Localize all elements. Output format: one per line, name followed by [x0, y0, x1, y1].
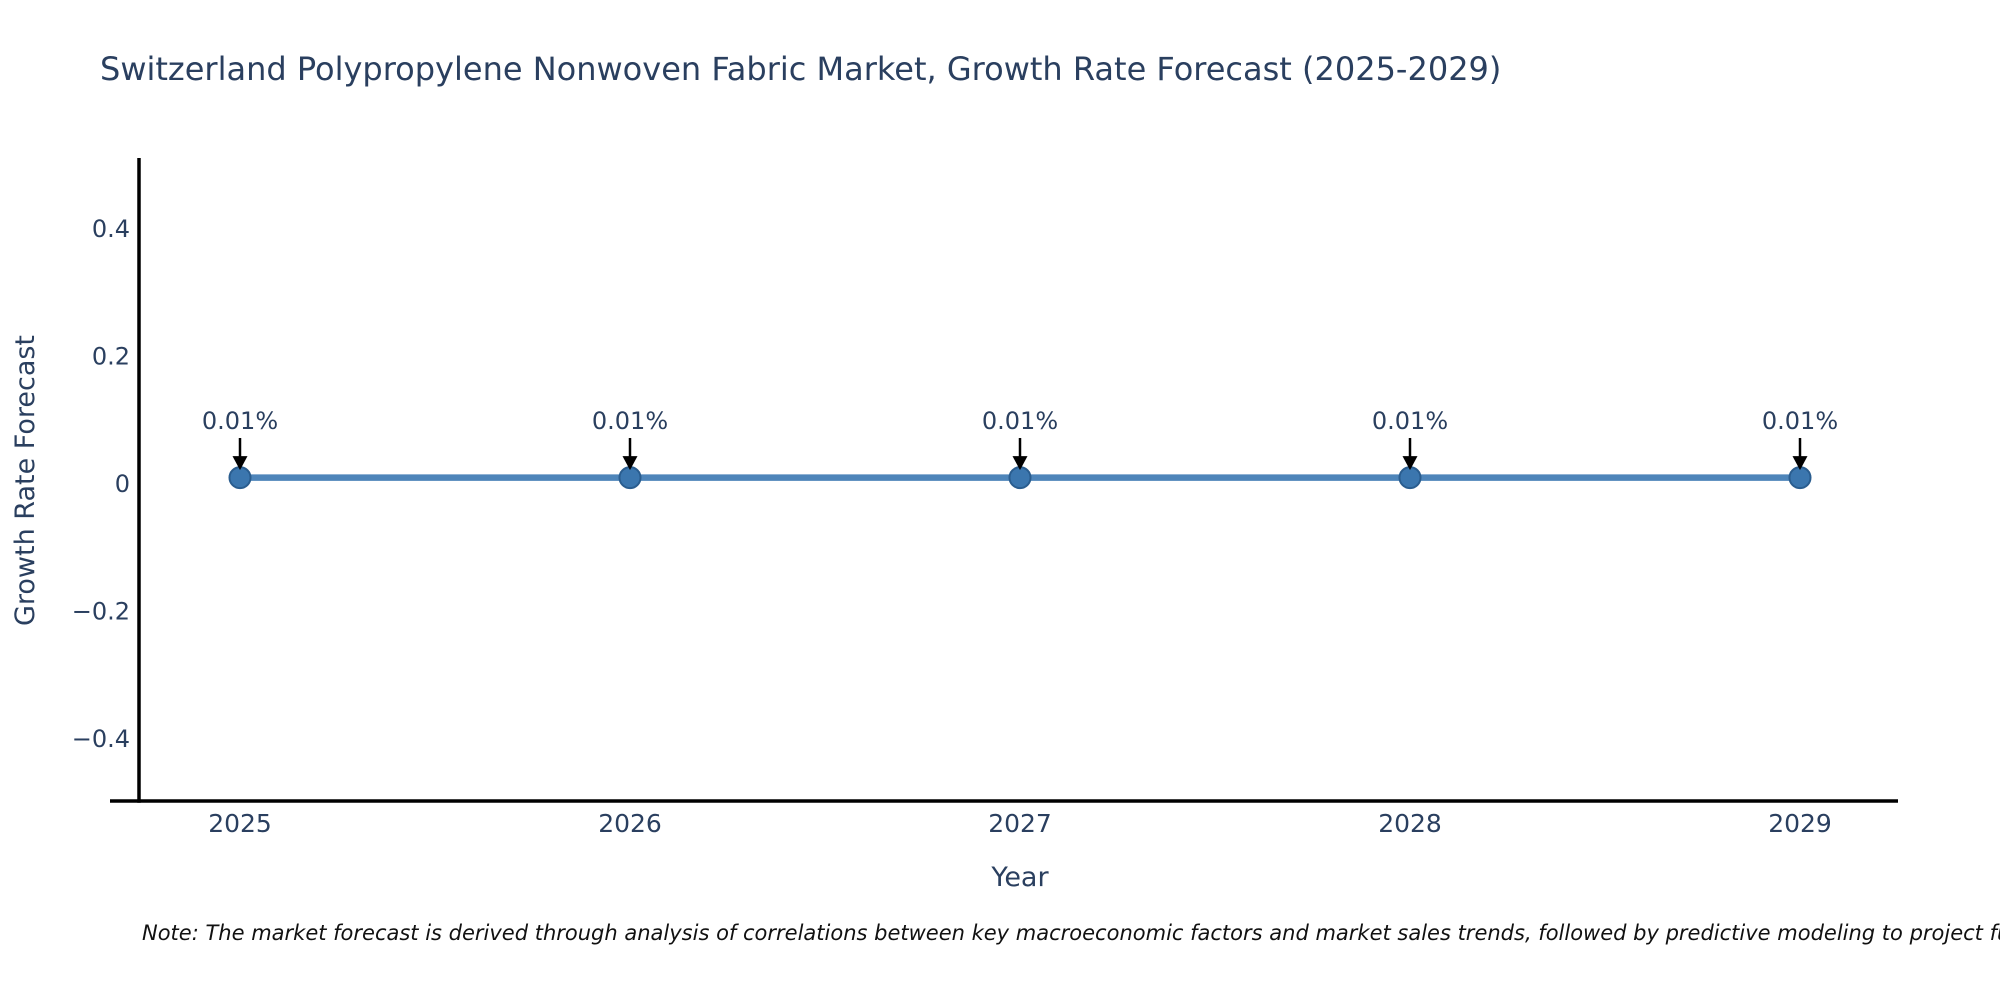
y-tick-label: 0.4 [92, 215, 130, 243]
data-point-marker [1788, 466, 1812, 490]
data-point-marker [1008, 466, 1032, 490]
data-point-marker [618, 466, 642, 490]
annotation-arrowhead-icon [232, 456, 248, 471]
y-tick-label: −0.2 [72, 598, 130, 626]
y-tick-label: 0.2 [92, 343, 130, 371]
point-value-label: 0.01% [592, 407, 668, 435]
annotation-arrowhead-icon [622, 456, 638, 471]
x-tick-label: 2028 [1378, 809, 1442, 838]
point-value-label: 0.01% [982, 407, 1058, 435]
x-axis-title: Year [991, 862, 1049, 893]
x-tick-label: 2027 [988, 809, 1052, 838]
point-value-label: 0.01% [202, 407, 278, 435]
x-tick-label: 2026 [598, 809, 662, 838]
x-tick-label: 2025 [208, 809, 272, 838]
data-point-marker [1398, 466, 1422, 490]
point-value-label: 0.01% [1762, 407, 1838, 435]
annotation-arrowhead-icon [1792, 456, 1808, 471]
y-tick-label: 0 [115, 470, 130, 498]
chart-title: Switzerland Polypropylene Nonwoven Fabri… [100, 50, 1502, 88]
footnote-text: Note: The market forecast is derived thr… [142, 921, 2000, 945]
data-point-marker [228, 466, 252, 490]
y-tick-label: −0.4 [72, 725, 130, 753]
annotation-arrowhead-icon [1402, 456, 1418, 471]
point-value-label: 0.01% [1372, 407, 1448, 435]
x-tick-label: 2029 [1768, 809, 1832, 838]
annotation-arrowhead-icon [1012, 456, 1028, 471]
